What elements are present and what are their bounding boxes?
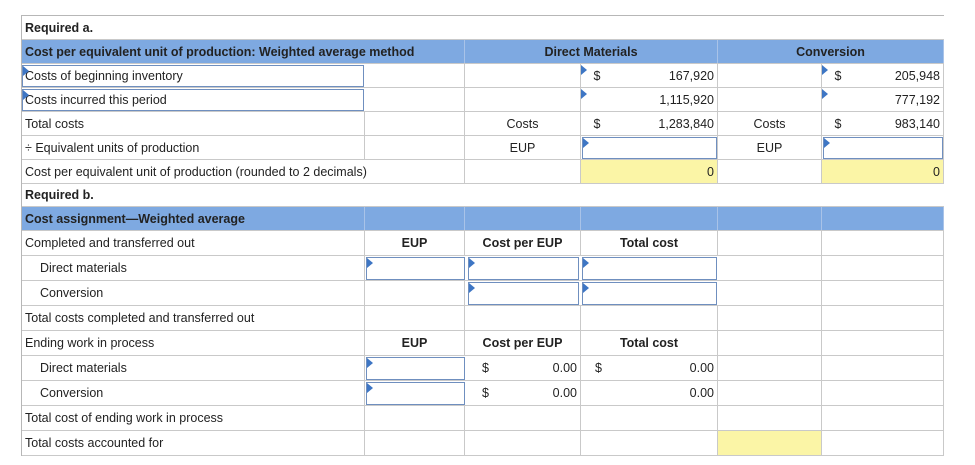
- required-b-title: Required b.: [25, 188, 94, 202]
- row-costs-incurred: Costs incurred this period 1,115,920 777…: [22, 88, 944, 112]
- dm-beginning-dollar: $: [593, 68, 601, 83]
- ending-conv-eup-input[interactable]: [366, 382, 465, 405]
- required-a-title: Required a.: [25, 20, 94, 35]
- ending-dm-label: Direct materials: [22, 356, 365, 380]
- completed-conv-label: Conversion: [22, 281, 365, 305]
- total-costs-label: Total costs: [22, 112, 365, 135]
- row-ending-conv: Conversion $ 0.00 0.00: [22, 381, 944, 406]
- conv-eup-label: EUP: [718, 136, 822, 159]
- conv-cost-per-eup: 0: [822, 160, 944, 183]
- ending-conv-total: 0.00: [581, 381, 718, 405]
- costs-incurred-label[interactable]: Costs incurred this period: [22, 89, 364, 111]
- beginning-inventory-label[interactable]: Costs of beginning inventory: [22, 65, 364, 87]
- conv-beginning-dollar: $: [834, 68, 842, 83]
- completed-dm-cost-per-eup-input[interactable]: [468, 257, 579, 280]
- dm-beginning-value: 167,920: [613, 64, 718, 87]
- eup-label: ÷ Equivalent units of production: [22, 136, 365, 159]
- conv-total-dollar: $: [834, 116, 842, 131]
- completed-conv-total-input[interactable]: [582, 282, 717, 305]
- row-total-completed: Total costs completed and transferred ou…: [22, 306, 944, 331]
- completed-dm-eup-input[interactable]: [366, 257, 465, 280]
- row-ending-dm: Direct materials $ 0.00 $ 0.00: [22, 356, 944, 381]
- ending-dm-eup-input[interactable]: [366, 357, 465, 380]
- row-total-accounted: Total costs accounted for: [22, 431, 944, 456]
- required-b-row: Required b.: [22, 184, 944, 207]
- row-cost-per-eup: Cost per equivalent unit of production (…: [22, 160, 944, 184]
- ending-conv-cost-per-eup: 0.00: [491, 381, 581, 405]
- req-b-header-row: Cost assignment—Weighted average: [22, 207, 944, 231]
- req-a-header-row: Cost per equivalent unit of production: …: [22, 40, 944, 64]
- required-a-row: Required a.: [22, 16, 944, 40]
- req-a-header-title: Cost per equivalent unit of production: …: [22, 40, 465, 63]
- completed-cost-per-eup-header: Cost per EUP: [465, 231, 581, 255]
- row-ending-wip: Ending work in process EUP Cost per EUP …: [22, 331, 944, 356]
- ending-total-cost-header: Total cost: [581, 331, 718, 355]
- dm-cost-per-eup: 0: [581, 160, 718, 183]
- req-b-header-title: Cost assignment—Weighted average: [22, 207, 365, 230]
- completed-conv-cost-per-eup-input[interactable]: [468, 282, 579, 305]
- ending-dm-cost-per-eup: 0.00: [491, 356, 581, 380]
- conv-costs-label: Costs: [718, 112, 822, 135]
- total-ending-label: Total cost of ending work in process: [22, 406, 365, 430]
- total-completed-label: Total costs completed and transferred ou…: [22, 306, 365, 330]
- completed-dm-label: Direct materials: [22, 256, 365, 280]
- ending-dm-total-dollar: $: [595, 361, 602, 375]
- row-equivalent-units: ÷ Equivalent units of production EUP EUP: [22, 136, 944, 160]
- ending-cost-per-eup-header: Cost per EUP: [465, 331, 581, 355]
- ending-wip-label: Ending work in process: [22, 331, 365, 355]
- completed-total-cost-header: Total cost: [581, 231, 718, 255]
- dm-incurred-value: 1,115,920: [581, 88, 718, 111]
- row-completed-dm: Direct materials: [22, 256, 944, 281]
- ending-eup-header: EUP: [365, 331, 465, 355]
- conv-beginning-value: 205,948: [854, 64, 944, 87]
- ending-dm-cpe-dollar: $: [482, 361, 489, 375]
- ending-conv-cpe-dollar: $: [482, 386, 489, 400]
- completed-eup-header: EUP: [365, 231, 465, 255]
- dm-total-value: 1,283,840: [613, 112, 718, 135]
- dm-costs-label: Costs: [465, 112, 581, 135]
- total-accounted-label: Total costs accounted for: [22, 431, 365, 455]
- dm-eup-input[interactable]: [582, 137, 717, 159]
- row-beginning-inventory: Costs of beginning inventory $ 167,920 $…: [22, 64, 944, 88]
- col-conversion: Conversion: [718, 40, 944, 63]
- col-direct-materials: Direct Materials: [465, 40, 718, 63]
- conv-incurred-value: 777,192: [822, 88, 944, 111]
- row-total-costs: Total costs Costs $ 1,283,840 Costs $ 98…: [22, 112, 944, 136]
- conv-eup-input[interactable]: [823, 137, 943, 159]
- cost-per-eup-label: Cost per equivalent unit of production (…: [22, 160, 465, 183]
- completed-label: Completed and transferred out: [22, 231, 365, 255]
- worksheet: Required a. Cost per equivalent unit of …: [21, 15, 944, 456]
- conv-total-value: 983,140: [854, 112, 944, 135]
- row-completed-conv: Conversion: [22, 281, 944, 306]
- row-total-ending: Total cost of ending work in process: [22, 406, 944, 431]
- ending-conv-label: Conversion: [22, 381, 365, 405]
- total-accounted-value: [718, 431, 822, 455]
- dm-total-dollar: $: [593, 116, 601, 131]
- row-completed: Completed and transferred out EUP Cost p…: [22, 231, 944, 256]
- dm-eup-label: EUP: [465, 136, 581, 159]
- ending-dm-total: 0.00: [607, 356, 718, 380]
- completed-dm-total-input[interactable]: [582, 257, 717, 280]
